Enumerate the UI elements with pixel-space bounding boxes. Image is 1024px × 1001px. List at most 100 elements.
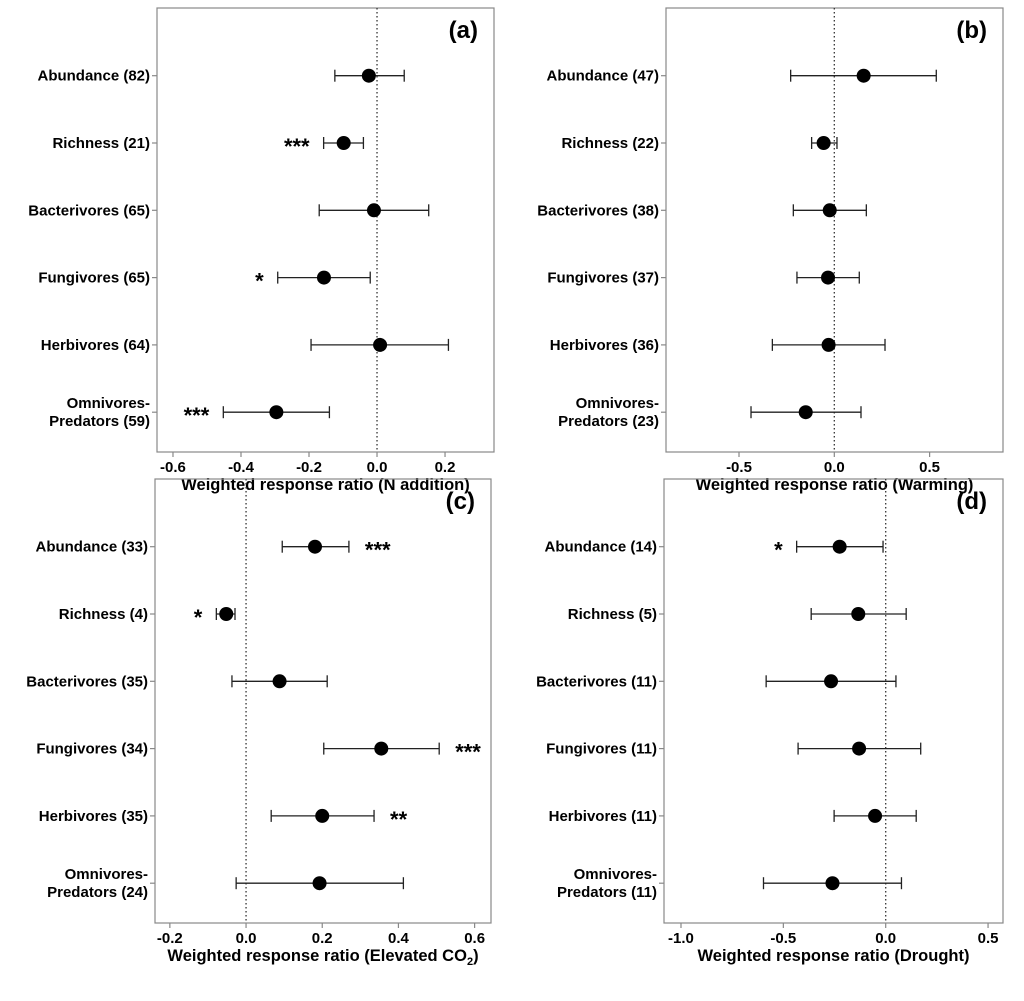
forest-row: Herbivores (35) ** bbox=[39, 807, 408, 832]
forest-row: Richness (5) bbox=[568, 606, 907, 623]
mean-point bbox=[361, 68, 376, 83]
mean-point bbox=[821, 270, 836, 285]
x-axis-title: Weighted response ratio (Elevated CO2) bbox=[167, 947, 478, 968]
mean-point bbox=[308, 539, 322, 554]
significance-stars: * bbox=[774, 538, 783, 563]
forest-row: Herbivores (64) bbox=[41, 337, 450, 354]
panel-label: (b) bbox=[956, 17, 987, 44]
plot-frame bbox=[156, 7, 495, 453]
mean-point bbox=[798, 405, 813, 420]
panel-label: (d) bbox=[956, 488, 987, 515]
forest-row: Fungivores (65) * bbox=[38, 269, 371, 294]
mean-point bbox=[822, 203, 837, 218]
mean-point bbox=[374, 741, 389, 756]
mean-point bbox=[316, 270, 331, 285]
mean-point bbox=[868, 808, 883, 823]
row-label: Abundance (82) bbox=[37, 68, 150, 85]
forest-row: Fungivores (11) bbox=[546, 741, 922, 758]
row-label: Predators (11) bbox=[557, 884, 657, 901]
row-label: Predators (24) bbox=[47, 884, 148, 901]
x-axis-title: Weighted response ratio (Drought) bbox=[698, 947, 970, 965]
row-label: Omnivores- bbox=[574, 866, 657, 883]
forest-row: Bacterivores (38) bbox=[537, 202, 867, 219]
row-label: Richness (5) bbox=[568, 606, 657, 623]
row-label: Richness (22) bbox=[561, 135, 659, 152]
mean-point bbox=[824, 674, 839, 689]
x-tick-label: 0.2 bbox=[312, 930, 333, 947]
row-label: Fungivores (34) bbox=[36, 741, 148, 758]
row-label: Herbivores (11) bbox=[549, 808, 657, 825]
forest-row: Abundance (14) * bbox=[544, 538, 884, 563]
significance-stars: *** bbox=[365, 538, 391, 563]
row-label: Abundance (14) bbox=[544, 539, 657, 556]
x-tick-label: -0.4 bbox=[228, 459, 255, 476]
x-tick-label: -0.2 bbox=[296, 459, 322, 476]
row-label: Fungivores (65) bbox=[38, 270, 150, 287]
row-label: Omnivores- bbox=[576, 395, 659, 412]
mean-point bbox=[832, 539, 847, 554]
row-label: Herbivores (35) bbox=[39, 808, 148, 825]
mean-point bbox=[851, 607, 866, 621]
panel-label: (a) bbox=[449, 17, 478, 44]
x-tick-label: 0.0 bbox=[236, 930, 257, 947]
row-label: Herbivores (36) bbox=[550, 337, 659, 354]
plot-frame bbox=[154, 478, 492, 924]
mean-point bbox=[821, 337, 836, 352]
row-label: Fungivores (11) bbox=[546, 741, 657, 758]
x-axis-title: Weighted response ratio (Warming) bbox=[696, 476, 974, 494]
forest-row: Abundance (33) *** bbox=[35, 538, 391, 563]
forest-row: Abundance (82) bbox=[37, 68, 405, 85]
significance-stars: *** bbox=[455, 740, 481, 765]
row-label: Omnivores- bbox=[65, 866, 148, 883]
x-axis-title-subscript: 2 bbox=[467, 956, 473, 968]
mean-point bbox=[856, 68, 871, 83]
x-axis-title: Weighted response ratio (N addition) bbox=[181, 476, 469, 494]
significance-stars: *** bbox=[284, 134, 310, 159]
mean-point bbox=[816, 136, 831, 150]
forest-row: Fungivores (37) bbox=[547, 270, 860, 287]
mean-point bbox=[315, 808, 330, 823]
forest-row: Richness (21) *** bbox=[52, 134, 365, 159]
mean-point bbox=[373, 337, 388, 352]
x-tick-label: -0.5 bbox=[726, 459, 752, 476]
mean-point bbox=[825, 876, 840, 891]
mean-point bbox=[269, 405, 284, 420]
forest-row: Richness (22) bbox=[561, 135, 838, 152]
row-label: Abundance (33) bbox=[35, 539, 148, 556]
x-tick-label: -0.5 bbox=[770, 930, 796, 947]
significance-stars: *** bbox=[184, 403, 210, 428]
forest-row: Herbivores (11) bbox=[549, 808, 917, 825]
row-label: Predators (59) bbox=[49, 413, 150, 430]
x-tick-label: 0.5 bbox=[978, 930, 999, 947]
x-tick-label: 0.6 bbox=[464, 930, 485, 947]
x-axis-title-main: Weighted response ratio (Elevated CO bbox=[167, 947, 467, 965]
x-tick-label: 0.2 bbox=[435, 459, 456, 476]
mean-point bbox=[852, 741, 867, 756]
x-tick-label: 0.0 bbox=[875, 930, 896, 947]
panel-label: (c) bbox=[446, 488, 475, 515]
plot-frame bbox=[663, 478, 1004, 924]
x-tick-label: 0.5 bbox=[919, 459, 940, 476]
row-label: Bacterivores (38) bbox=[537, 202, 659, 219]
row-label: Omnivores- bbox=[67, 395, 150, 412]
row-label: Bacterivores (11) bbox=[536, 673, 657, 690]
row-label: Bacterivores (65) bbox=[28, 202, 150, 219]
row-label: Predators (23) bbox=[558, 413, 659, 430]
forest-row: Fungivores (34) *** bbox=[36, 740, 481, 765]
mean-point bbox=[336, 136, 351, 150]
forest-row: Omnivores-Predators (59) *** bbox=[49, 395, 331, 430]
significance-stars: ** bbox=[390, 807, 408, 832]
x-tick-label: -1.0 bbox=[668, 930, 694, 947]
mean-point bbox=[272, 674, 287, 689]
x-tick-label: -0.6 bbox=[160, 459, 186, 476]
x-tick-label: -0.2 bbox=[157, 930, 183, 947]
forest-row: Omnivores-Predators (24) bbox=[47, 866, 405, 901]
forest-row: Herbivores (36) bbox=[550, 337, 886, 354]
forest-row: Bacterivores (11) bbox=[536, 673, 897, 690]
mean-point bbox=[219, 607, 234, 621]
forest-row: Richness (4) * bbox=[59, 605, 236, 630]
forest-row: Abundance (47) bbox=[546, 68, 937, 85]
